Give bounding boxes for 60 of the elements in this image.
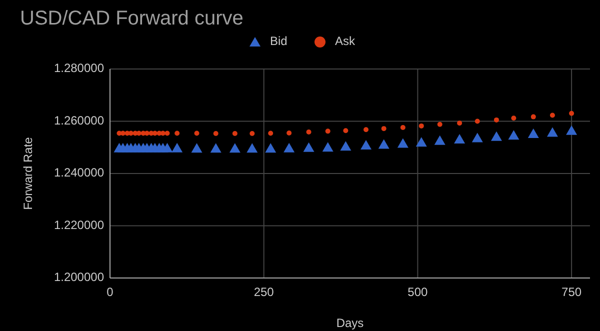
point (457, 120, 462, 126)
point (250, 131, 255, 136)
point (343, 128, 348, 134)
point (434, 135, 446, 145)
x-tick-label: 750 (562, 285, 582, 300)
x-tick-label: 0 (106, 285, 114, 300)
point (360, 140, 372, 150)
point (418, 123, 424, 128)
point (437, 122, 442, 127)
point (511, 116, 516, 121)
y-tick-label: 1.240000 (54, 166, 104, 180)
y-tick-label: 1.260000 (54, 113, 104, 128)
point (569, 110, 574, 116)
point (246, 143, 258, 153)
point (229, 143, 240, 153)
point (530, 114, 536, 120)
point (191, 143, 202, 153)
point (490, 131, 502, 141)
point (546, 127, 558, 137)
point (286, 130, 292, 136)
point (566, 125, 578, 135)
x-tick-label: 500 (408, 285, 428, 300)
point (284, 142, 295, 152)
point (378, 139, 390, 149)
x-axis-title: Days (336, 316, 364, 330)
point (322, 142, 334, 152)
point (508, 130, 520, 140)
point (528, 128, 539, 138)
point (364, 127, 368, 132)
point (265, 143, 276, 153)
y-axis-title: Forward Rate (21, 136, 36, 210)
point (472, 132, 483, 142)
legend-label: Bid (270, 34, 288, 48)
y-tick-label: 1.220000 (54, 218, 104, 232)
point (306, 129, 312, 134)
legend-label: Ask (335, 34, 356, 48)
point (268, 130, 274, 136)
point (194, 130, 200, 136)
point (164, 130, 170, 136)
point (232, 131, 238, 136)
point (210, 143, 222, 153)
x-tick-label: 250 (254, 285, 274, 300)
point (303, 142, 314, 152)
point (174, 130, 180, 136)
chart-title: USD/CAD Forward curve (20, 7, 244, 30)
point (172, 142, 183, 152)
y-tick-label: 1.200000 (54, 270, 104, 284)
point (381, 126, 386, 132)
point (213, 131, 218, 136)
point (494, 117, 499, 122)
point (397, 138, 408, 148)
point (400, 125, 406, 130)
point (454, 134, 466, 144)
point (162, 142, 173, 152)
point (340, 141, 352, 151)
y-tick-label: 1.280000 (54, 61, 104, 76)
point (550, 112, 555, 118)
point (474, 118, 480, 124)
point (325, 128, 330, 134)
point (416, 137, 427, 147)
